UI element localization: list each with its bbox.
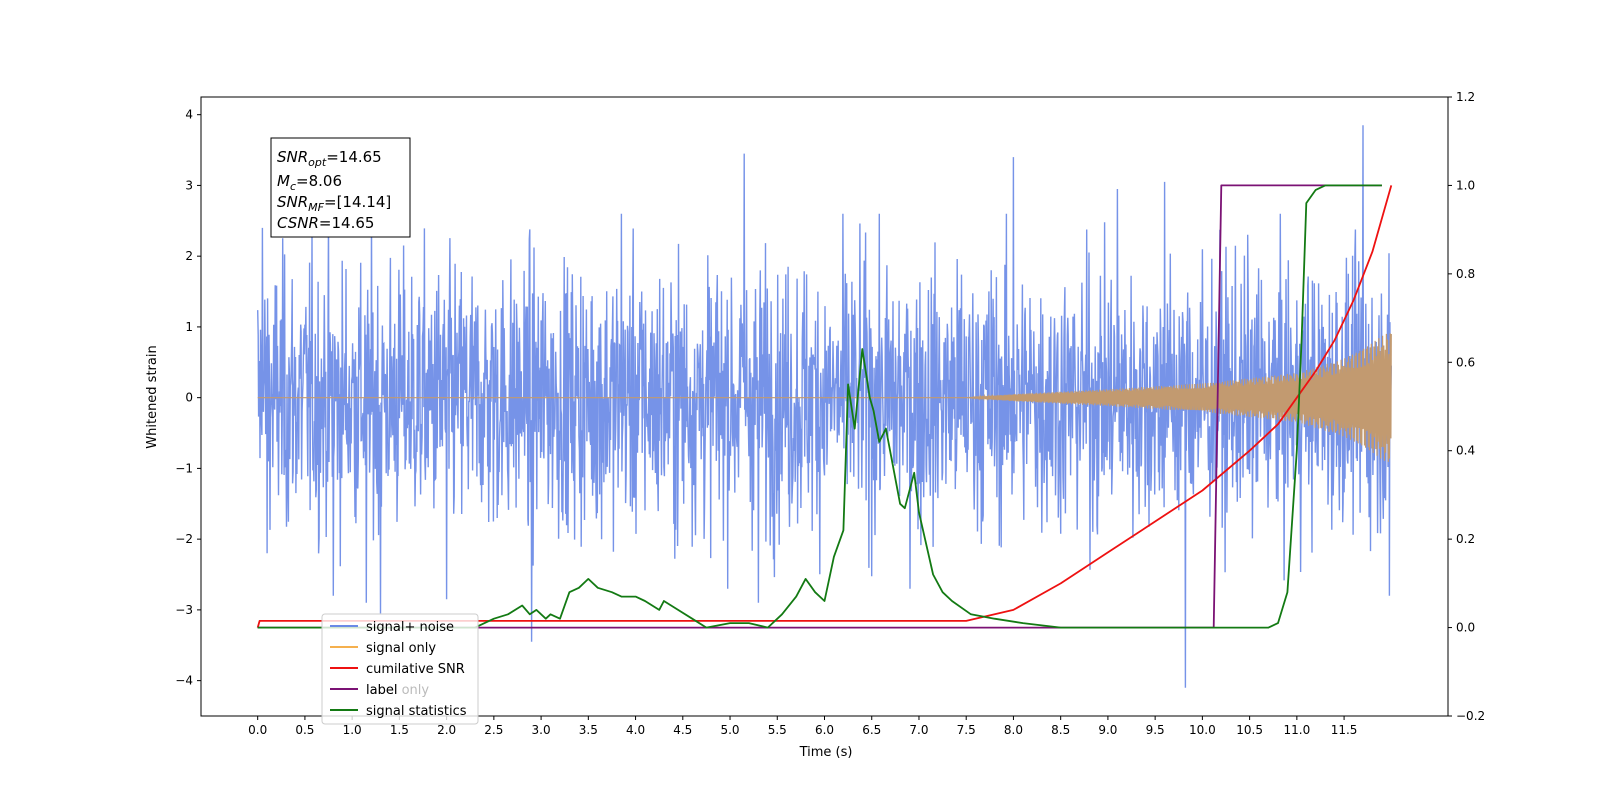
y-tick-label-left: −4 [175, 674, 193, 688]
x-tick-label: 8.5 [1051, 723, 1070, 737]
y-tick-label-left: 0 [185, 391, 193, 405]
x-tick-label: 3.5 [579, 723, 598, 737]
x-tick-label: 11.5 [1331, 723, 1358, 737]
x-tick-label: 5.0 [720, 723, 739, 737]
series-signal-only-line [257, 333, 1392, 462]
y-tick-label-right: 0.4 [1456, 444, 1475, 458]
x-tick-label: 2.5 [484, 723, 503, 737]
legend-label-cumulative-snr: cumilative SNR [366, 662, 465, 677]
x-tick-label: 4.5 [673, 723, 692, 737]
annotation-box: SNRopt=14.65 Mc=8.06 SNRMF=[14.14] CSNR=… [270, 137, 411, 238]
x-tick-label: 6.5 [862, 723, 881, 737]
y-tick-label-right: 1.0 [1456, 178, 1475, 192]
x-tick-label: 0.5 [295, 723, 314, 737]
x-tick-label: 3.0 [532, 723, 551, 737]
y-tick-label-left: −3 [175, 603, 193, 617]
y-tick-label-left: 3 [185, 178, 193, 192]
legend: signal+ noise signal only cumilative SNR… [321, 613, 479, 725]
x-tick-label: 8.0 [1004, 723, 1023, 737]
x-tick-label: 10.0 [1189, 723, 1216, 737]
y-tick-label-left: −2 [175, 532, 193, 546]
x-tick-label: 11.0 [1283, 723, 1310, 737]
y-tick-label-left: 1 [185, 320, 193, 334]
x-tick-label: 10.5 [1236, 723, 1263, 737]
tick-labels: 0.0 0.5 1.0 1.5 2.0 2.5 3.0 3.5 4.0 4.5 5.0 5.5 6.0 6… [175, 90, 1485, 737]
y-tick-label-right: 0.0 [1456, 621, 1475, 635]
legend-label-signal-only: signal only [366, 641, 436, 656]
series-signal-noise-line [257, 125, 1392, 688]
x-tick-label: 9.5 [1146, 723, 1165, 737]
y-axis-label-left: Whitened strain [145, 345, 160, 448]
x-tick-label: 5.5 [768, 723, 787, 737]
annotation-mc: Mc=8.06 [277, 172, 342, 193]
y-tick-label-left: 2 [185, 249, 193, 263]
y-tick-label-right: 0.6 [1456, 355, 1475, 369]
x-tick-label: 7.5 [957, 723, 976, 737]
annotation-csnr: CSNR=14.65 [277, 214, 374, 232]
annotation-snr-opt: SNRopt=14.65 [277, 148, 382, 169]
y-tick-label-left: −1 [175, 461, 193, 475]
y-tick-label-right: 0.2 [1456, 532, 1475, 546]
y-tick-label-right: 1.2 [1456, 90, 1475, 104]
series-signal-statistics-line [257, 184, 1382, 629]
y-tick-label-right: 0.8 [1456, 267, 1475, 281]
x-tick-label: 7.0 [909, 723, 928, 737]
series-cumulative-snr-line [256, 185, 1393, 628]
x-tick-label: 6.0 [815, 723, 834, 737]
annotation-snr-mf: SNRMF=[14.14] [277, 193, 391, 214]
x-tick-label: 1.0 [343, 723, 362, 737]
x-tick-label: 1.5 [390, 723, 409, 737]
plot-area [256, 125, 1393, 688]
x-tick-label: 4.0 [626, 723, 645, 737]
x-tick-label: 9.0 [1098, 723, 1117, 737]
legend-label-signal-statistics: signal statistics [366, 704, 467, 719]
y-tick-label-left: 4 [185, 108, 193, 122]
legend-label-label-only: label only [366, 683, 429, 698]
x-tick-label: 0.0 [248, 723, 267, 737]
legend-label-signal-noise: signal+ noise [366, 620, 454, 635]
x-tick-label: 2.0 [437, 723, 456, 737]
x-axis-label: Time (s) [799, 745, 853, 760]
legend-label-label: label [366, 683, 397, 698]
y-tick-label-right: −0.2 [1456, 709, 1485, 723]
series-label-line [257, 184, 1382, 629]
